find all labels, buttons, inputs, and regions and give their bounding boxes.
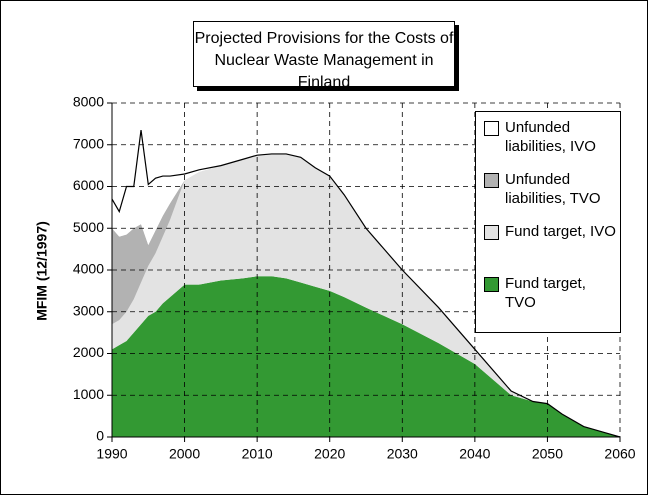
y-tick-label: 7000: [73, 135, 104, 151]
legend: Unfunded liabilities, IVO Unfunded liabil…: [475, 111, 621, 333]
y-tick-label: 3000: [73, 302, 104, 318]
x-tick-label: 2040: [459, 446, 490, 462]
legend-label: Fund target, IVO: [505, 223, 616, 240]
legend-item: Unfunded liabilities, IVO: [484, 118, 616, 170]
legend-swatch: [484, 121, 499, 136]
legend-item: Fund target, TVO: [484, 274, 616, 326]
y-tick-label: 5000: [73, 219, 104, 235]
legend-item: Fund target, IVO: [484, 222, 616, 274]
area: [112, 153, 620, 437]
y-tick-label: 2000: [73, 344, 104, 360]
total-line: [111, 130, 621, 438]
x-tick-label: 2020: [314, 446, 345, 462]
y-axis-label: MFIM (12/1997): [34, 221, 50, 321]
legend-item: Unfunded liabilities, TVO: [484, 170, 616, 222]
legend-label: Unfunded liabilities, TVO: [505, 171, 601, 207]
legend-swatch: [484, 225, 499, 240]
x-tick-label: 2060: [604, 446, 635, 462]
y-tick-label: 6000: [73, 177, 104, 193]
y-tick-label: 4000: [73, 261, 104, 277]
x-tick-label: 2030: [387, 446, 418, 462]
y-tick-label: 1000: [73, 386, 104, 402]
areas: [111, 130, 621, 438]
y-tick-label: 8000: [73, 94, 104, 110]
legend-label: Unfunded liabilities, IVO: [505, 119, 596, 155]
area: [112, 276, 620, 437]
x-tick-label: 1990: [96, 446, 127, 462]
legend-swatch: [484, 173, 499, 188]
x-tick-label: 2010: [242, 446, 273, 462]
y-tick-label: 0: [96, 428, 104, 444]
x-tick-label: 2050: [532, 446, 563, 462]
x-tick-label: 2000: [169, 446, 200, 462]
legend-label: Fund target, TVO: [505, 275, 586, 311]
legend-swatch: [484, 277, 499, 292]
chart-title: Projected Provisions for the Costs of Nu…: [193, 21, 455, 91]
